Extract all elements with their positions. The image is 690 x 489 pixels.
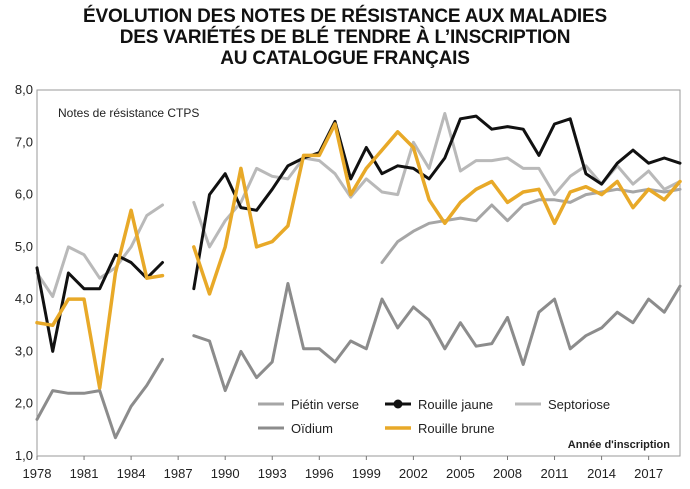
legend-item: Septoriose [515, 397, 610, 412]
series-line [192, 112, 682, 249]
title-line-3: AU CATALOGUE FRANÇAIS [220, 48, 470, 69]
x-tick-label: 1981 [70, 466, 99, 481]
x-tick-label: 1999 [352, 466, 381, 481]
series-line [35, 208, 165, 390]
y-tick-label: 2,0 [15, 396, 33, 411]
series-rouille-brune [35, 122, 682, 390]
legend-label: Oïdium [291, 421, 333, 436]
series-rouille-jaune [35, 114, 682, 353]
x-tick-label: 1990 [211, 466, 240, 481]
legend-item: Rouille jaune [385, 397, 493, 412]
legend: Piétin verse Rouille jaune Septoriose Oïdiu… [258, 397, 610, 436]
legend-item: Piétin verse [258, 397, 359, 412]
y-tick-label: 8,0 [15, 82, 33, 97]
x-tick-label: 1978 [23, 466, 52, 481]
title-line-2: DES VARIÉTÉS DE BLÉ TENDRE À L’INSCRIPTI… [119, 27, 571, 48]
series-line [192, 114, 682, 291]
x-axis: 1978 1981 1984 1987 1990 1993 1996 1999 2002 2005… [23, 456, 663, 481]
x-tick-label: 1993 [258, 466, 287, 481]
x-tick-label: 2002 [399, 466, 428, 481]
y-axis: 1,0 2,0 3,0 4,0 5,0 6,0 7,0 8,0 [15, 82, 33, 463]
legend-item: Oïdium [258, 421, 333, 436]
legend-label: Piétin verse [291, 397, 359, 412]
x-tick-label: 2008 [493, 466, 522, 481]
series-line [35, 253, 164, 353]
x-tick-label: 2014 [587, 466, 616, 481]
y-tick-label: 3,0 [15, 343, 33, 358]
series-line [35, 357, 164, 440]
x-tick-label: 2017 [634, 466, 663, 481]
series-pi-tin-verse [380, 187, 682, 264]
y-tick-label: 1,0 [15, 448, 33, 463]
legend-label: Septoriose [548, 397, 610, 412]
x-tick-label: 2005 [446, 466, 475, 481]
y-tick-label: 7,0 [15, 134, 33, 149]
chart-title: ÉVOLUTION DES NOTES DE RÉSISTANCE AUX MA… [0, 6, 690, 69]
series-line [192, 122, 682, 296]
series-septoriose [35, 112, 682, 298]
y-tick-label: 6,0 [15, 187, 33, 202]
y-tick-label: 4,0 [15, 291, 33, 306]
series-line [192, 282, 682, 393]
legend-marker [393, 399, 403, 409]
series-layer [35, 112, 682, 440]
x-tick-label: 1984 [117, 466, 146, 481]
x-tick-label: 2011 [541, 466, 569, 481]
x-tick-label: 1987 [164, 466, 193, 481]
series-line [380, 187, 682, 264]
y-tick-label: 5,0 [15, 239, 33, 254]
title-line-1: ÉVOLUTION DES NOTES DE RÉSISTANCE AUX MA… [83, 6, 607, 27]
x-axis-title: Année d'inscription [568, 439, 671, 451]
legend-label: Rouille brune [418, 421, 495, 436]
legend-item: Rouille brune [385, 421, 495, 436]
legend-label: Rouille jaune [418, 397, 493, 412]
series-o-dium [35, 282, 682, 440]
x-tick-label: 1996 [305, 466, 334, 481]
series-line [35, 203, 164, 298]
y-axis-title: Notes de résistance CTPS [58, 106, 199, 120]
